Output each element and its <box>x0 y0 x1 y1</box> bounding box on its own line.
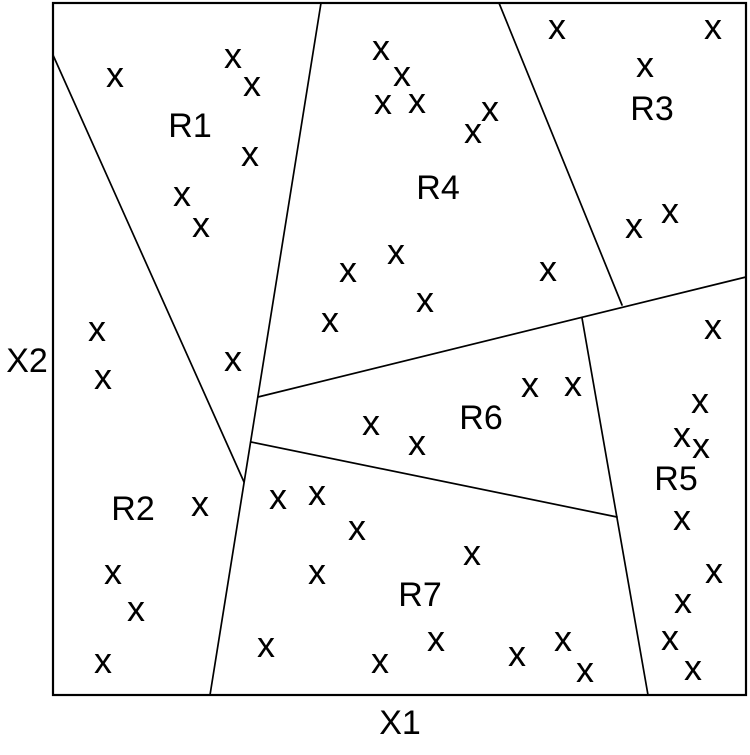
data-point-r5: x <box>692 425 710 466</box>
data-point-r7: x <box>554 618 572 659</box>
data-point-r7: x <box>508 633 526 674</box>
data-point-r6: x <box>564 363 582 404</box>
data-point-r4: x <box>539 248 557 289</box>
data-point-r1: x <box>224 338 242 379</box>
region-label-r1: R1 <box>168 107 211 145</box>
x-axis-label: X1 <box>379 704 421 742</box>
region-label-r5: R5 <box>654 460 697 498</box>
data-point-r1: x <box>243 63 261 104</box>
data-point-r2: x <box>127 588 145 629</box>
region-label-r7: R7 <box>398 576 441 614</box>
data-point-r1: x <box>173 173 191 214</box>
data-point-r6: x <box>362 402 380 443</box>
data-point-r7: x <box>348 507 366 548</box>
data-point-r4: x <box>481 88 499 129</box>
data-point-r7: x <box>427 618 445 659</box>
data-point-r4: x <box>372 27 390 68</box>
boundary-r4-r3 <box>498 2 623 306</box>
data-point-r5: x <box>705 550 723 591</box>
data-point-r1: x <box>192 204 210 245</box>
data-point-r7: x <box>269 476 287 517</box>
boundary-r6-r7 <box>250 441 618 518</box>
plot-border <box>51 1 748 697</box>
boundary-vertical-r1r4-r2r7 <box>209 2 322 696</box>
data-point-r4: x <box>393 53 411 94</box>
data-point-r1: x <box>241 133 259 174</box>
data-point-r6: x <box>408 422 426 463</box>
data-point-r4: x <box>339 249 357 290</box>
y-axis-label: X2 <box>6 342 48 380</box>
data-point-r5: x <box>704 306 722 347</box>
data-point-r5: x <box>674 580 692 621</box>
data-point-r1: x <box>106 54 124 95</box>
data-point-r2: x <box>94 640 112 681</box>
region-label-r6: R6 <box>459 399 502 437</box>
data-point-r5: x <box>673 414 691 455</box>
data-point-r5: x <box>673 497 691 538</box>
data-point-r5: x <box>684 647 702 688</box>
data-point-r3: x <box>704 6 722 47</box>
region-label-r3: R3 <box>630 90 673 128</box>
data-point-r2: x <box>94 356 112 397</box>
data-point-r4: x <box>387 231 405 272</box>
data-point-r3: x <box>548 6 566 47</box>
data-point-r7: x <box>576 649 594 690</box>
data-point-r5: x <box>691 380 709 421</box>
data-point-r7: x <box>371 640 389 681</box>
data-point-r3: x <box>636 44 654 85</box>
data-point-r4: x <box>464 110 482 151</box>
data-point-r3: x <box>661 190 679 231</box>
data-point-r3: x <box>625 205 643 246</box>
data-point-r6: x <box>521 364 539 405</box>
data-point-r4: x <box>416 279 434 320</box>
data-point-r4: x <box>408 80 426 121</box>
boundary-r4r3-r6r5 <box>257 276 747 398</box>
boundary-r5-left <box>581 317 649 696</box>
data-point-r5: x <box>661 617 679 658</box>
data-point-r7: x <box>308 551 326 592</box>
data-point-r1: x <box>224 35 242 76</box>
data-point-r7: x <box>257 624 275 665</box>
region-label-r4: R4 <box>416 169 459 207</box>
data-point-r2: x <box>191 483 209 524</box>
boundary-r1-r2 <box>52 54 245 483</box>
region-label-r2: R2 <box>111 490 154 528</box>
data-point-r7: x <box>463 532 481 573</box>
data-point-r2: x <box>88 308 106 349</box>
data-point-r7: x <box>308 472 326 513</box>
data-point-r4: x <box>321 299 339 340</box>
data-point-r2: x <box>104 551 122 592</box>
data-point-r4: x <box>374 81 392 122</box>
